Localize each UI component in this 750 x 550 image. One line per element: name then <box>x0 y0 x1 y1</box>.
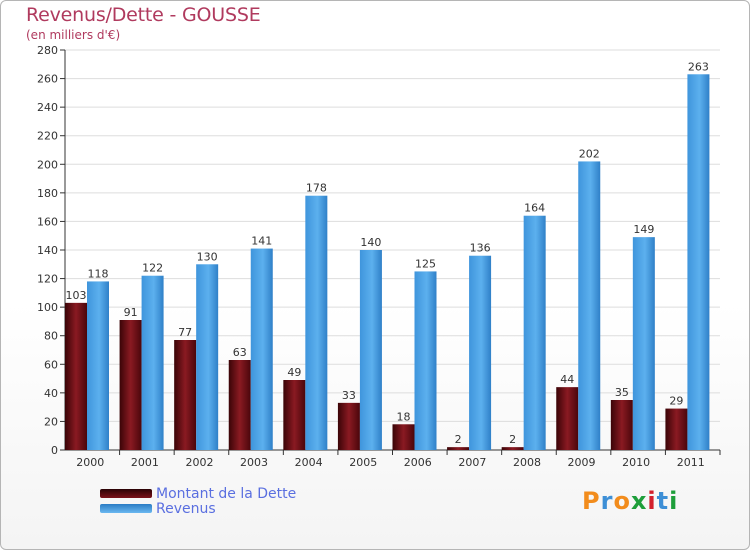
bar-revenus <box>632 237 655 450</box>
data-label-revenus: 136 <box>470 242 491 255</box>
data-label-revenus: 263 <box>688 60 709 73</box>
x-tick-label: 2005 <box>349 456 377 469</box>
data-label-revenus: 118 <box>88 267 109 280</box>
data-label-dette: 2 <box>509 433 516 446</box>
bar-dette <box>665 408 688 450</box>
y-tick-label: 140 <box>37 244 58 257</box>
data-label-dette: 103 <box>66 289 87 302</box>
x-tick-label: 2009 <box>568 456 596 469</box>
legend-swatch-dette <box>100 489 152 498</box>
bar-revenus <box>141 275 164 450</box>
logo-letter: o <box>613 487 631 515</box>
data-label-dette: 63 <box>233 346 247 359</box>
logo-letter: r <box>600 487 614 515</box>
y-tick-label: 80 <box>44 330 58 343</box>
y-tick-label: 160 <box>37 215 58 228</box>
x-tick-label: 2003 <box>240 456 268 469</box>
bar-dette <box>228 360 251 450</box>
x-tick-label: 2001 <box>131 456 159 469</box>
x-tick-label: 2000 <box>76 456 104 469</box>
y-tick-label: 20 <box>44 415 58 428</box>
bar-dette <box>65 302 87 450</box>
x-tick-label: 2010 <box>622 456 650 469</box>
y-tick-label: 260 <box>37 73 58 86</box>
data-label-dette: 18 <box>397 410 411 423</box>
legend-item-revenus: Revenus <box>100 500 296 517</box>
x-tick-label: 2004 <box>295 456 323 469</box>
data-label-dette: 91 <box>124 306 138 319</box>
legend-label-revenus: Revenus <box>156 500 216 517</box>
bar-revenus <box>87 281 109 450</box>
data-label-revenus: 125 <box>415 257 436 270</box>
data-label-revenus: 140 <box>360 236 381 249</box>
proxiti-logo: Proxiti <box>582 487 678 515</box>
y-tick-label: 0 <box>51 444 58 457</box>
data-label-revenus: 164 <box>524 202 545 215</box>
y-tick-label: 60 <box>44 358 58 371</box>
data-label-dette: 35 <box>615 386 629 399</box>
data-label-dette: 44 <box>560 373 574 386</box>
bar-revenus <box>414 271 437 450</box>
legend-label-dette: Montant de la Dette <box>156 485 297 502</box>
y-tick-label: 120 <box>37 273 58 286</box>
legend-swatch-revenus <box>100 504 152 513</box>
bar-dette <box>447 447 470 450</box>
data-label-revenus: 149 <box>633 223 654 236</box>
logo-letter: P <box>582 487 601 515</box>
bar-dette <box>556 387 579 450</box>
bar-dette <box>283 380 306 450</box>
data-label-dette: 29 <box>669 395 683 408</box>
bar-dette <box>337 402 360 450</box>
bar-revenus <box>196 264 219 450</box>
legend-item-dette: Montant de la Dette <box>100 485 297 502</box>
y-tick-label: 240 <box>37 101 58 114</box>
bar-revenus <box>687 74 710 451</box>
y-tick-label: 100 <box>37 301 58 314</box>
x-tick-label: 2008 <box>513 456 541 469</box>
data-label-dette: 49 <box>287 366 301 379</box>
data-label-dette: 2 <box>455 433 462 446</box>
bar-revenus <box>578 161 601 450</box>
bar-revenus <box>469 255 492 450</box>
logo-letter: i <box>669 487 679 515</box>
data-label-revenus: 202 <box>579 147 600 160</box>
logo-letter: x <box>630 487 648 515</box>
data-label-revenus: 122 <box>142 262 163 275</box>
chart-subtitle: (en milliers d'€) <box>26 28 121 42</box>
chart-title: Revenus/Dette - GOUSSE <box>26 4 261 26</box>
bar-dette <box>610 400 633 450</box>
x-tick-label: 2002 <box>185 456 213 469</box>
y-tick-label: 220 <box>37 130 58 143</box>
y-tick-label: 280 <box>37 44 58 57</box>
bar-dette <box>392 424 415 450</box>
bar-dette <box>501 447 524 450</box>
data-label-dette: 33 <box>342 389 356 402</box>
x-tick-label: 2006 <box>404 456 432 469</box>
bar-revenus <box>305 195 328 450</box>
logo-letter: i <box>647 487 657 515</box>
data-label-revenus: 130 <box>197 250 218 263</box>
legend: Montant de la Dette Revenus <box>100 485 297 517</box>
y-tick-label: 200 <box>37 158 58 171</box>
bar-dette <box>174 340 197 450</box>
bar-dette <box>119 320 142 450</box>
x-tick-label: 2011 <box>677 456 705 469</box>
y-tick-label: 40 <box>44 387 58 400</box>
bar-revenus <box>523 215 546 450</box>
data-label-revenus: 178 <box>306 182 327 195</box>
bar-revenus <box>250 248 273 450</box>
data-label-revenus: 141 <box>251 235 272 248</box>
data-label-dette: 77 <box>178 326 192 339</box>
x-tick-label: 2007 <box>458 456 486 469</box>
y-tick-label: 180 <box>37 187 58 200</box>
logo-letter: t <box>656 487 670 515</box>
bar-revenus <box>359 250 382 450</box>
